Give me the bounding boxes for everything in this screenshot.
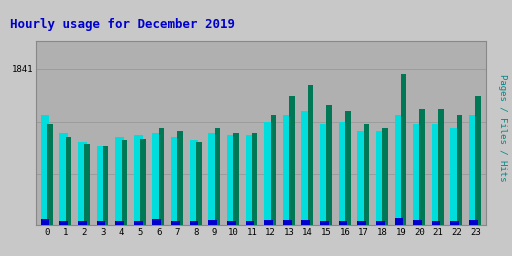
Bar <box>252 133 258 225</box>
Bar <box>246 221 254 225</box>
Bar <box>432 124 440 225</box>
Bar <box>308 85 313 225</box>
Bar <box>451 221 459 225</box>
Bar <box>196 142 202 225</box>
Bar <box>413 220 422 225</box>
Bar <box>357 221 366 225</box>
Text: Pages / Files / Hits: Pages / Files / Hits <box>498 74 507 182</box>
Bar <box>84 144 90 225</box>
Bar <box>345 111 351 225</box>
Bar <box>289 96 295 225</box>
Bar <box>320 221 329 225</box>
Bar <box>264 220 273 225</box>
Bar <box>59 221 68 225</box>
Bar <box>364 124 369 225</box>
Bar <box>215 127 220 225</box>
Bar <box>153 133 161 225</box>
Bar <box>413 124 422 225</box>
Bar <box>159 127 164 225</box>
Bar <box>78 142 87 225</box>
Bar <box>432 221 440 225</box>
Bar <box>66 137 71 225</box>
Bar <box>419 109 425 225</box>
Bar <box>41 115 50 225</box>
Bar <box>115 221 124 225</box>
Bar <box>326 105 332 225</box>
Bar <box>103 146 109 225</box>
Bar <box>376 221 385 225</box>
Bar <box>357 131 366 225</box>
Bar <box>208 133 217 225</box>
Bar <box>233 133 239 225</box>
Bar <box>264 122 273 225</box>
Bar <box>190 221 199 225</box>
Bar <box>115 137 124 225</box>
Bar <box>208 220 217 225</box>
Bar <box>41 219 50 225</box>
Bar <box>270 115 276 225</box>
Bar <box>475 96 481 225</box>
Bar <box>246 135 254 225</box>
Bar <box>97 146 105 225</box>
Bar <box>47 124 53 225</box>
Bar <box>283 220 291 225</box>
Bar <box>451 127 459 225</box>
Bar <box>59 133 68 225</box>
Bar <box>78 221 87 225</box>
Bar <box>469 220 478 225</box>
Bar <box>338 221 347 225</box>
Bar <box>469 115 478 225</box>
Bar <box>376 131 385 225</box>
Bar <box>121 141 127 225</box>
Bar <box>171 221 180 225</box>
Bar <box>320 124 329 225</box>
Bar <box>382 127 388 225</box>
Bar <box>438 109 443 225</box>
Bar <box>227 221 236 225</box>
Bar <box>338 122 347 225</box>
Bar <box>457 115 462 225</box>
Bar <box>134 221 142 225</box>
Bar <box>395 115 403 225</box>
Text: Hourly usage for December 2019: Hourly usage for December 2019 <box>10 18 235 31</box>
Bar <box>302 220 310 225</box>
Bar <box>171 137 180 225</box>
Bar <box>302 111 310 225</box>
Bar <box>153 219 161 225</box>
Bar <box>97 221 105 225</box>
Bar <box>140 139 146 225</box>
Bar <box>227 135 236 225</box>
Bar <box>395 218 403 225</box>
Bar <box>283 115 291 225</box>
Bar <box>178 131 183 225</box>
Bar <box>134 135 142 225</box>
Bar <box>190 141 199 225</box>
Bar <box>401 74 407 225</box>
